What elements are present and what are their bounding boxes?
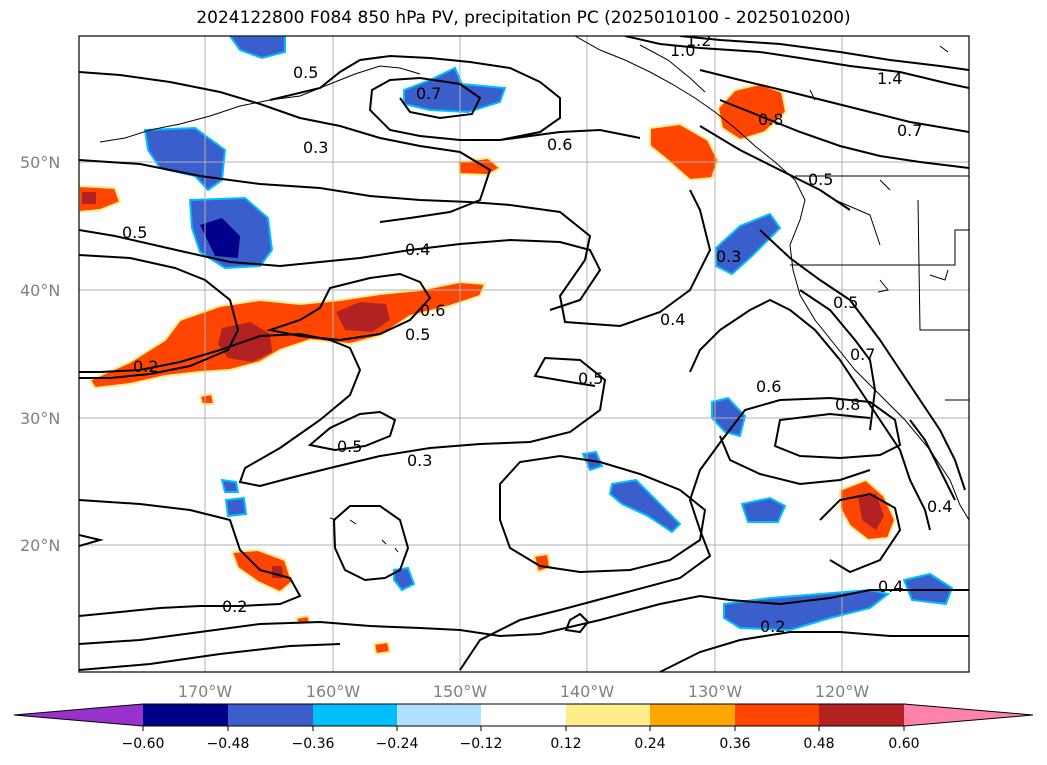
lat-tick-label: 40°N (20, 281, 60, 300)
colorbar-segment (228, 704, 313, 726)
colorbar-tick-label: −0.36 (292, 736, 335, 752)
map-frame (78, 35, 970, 673)
lat-tick-label: 20°N (20, 536, 60, 555)
colorbar-segment (397, 704, 481, 726)
map-title: 2024122800 F084 850 hPa PV, precipitatio… (196, 8, 851, 28)
contour-label: 0.6 (547, 135, 572, 154)
colorbar-tick-label: −0.24 (376, 736, 419, 752)
lon-tick-label: 170°W (178, 682, 233, 701)
colorbar-segment (819, 704, 904, 726)
contour-label: 0.4 (660, 310, 685, 329)
precip-blob (220, 478, 240, 493)
precip-blob (403, 66, 507, 114)
contour-label: 0.2 (222, 597, 247, 616)
colorbar-tick-label: −0.60 (122, 736, 165, 752)
contour-label: 0.5 (293, 63, 318, 82)
latitude-labels: 50°N 40°N 30°N 20°N (20, 153, 60, 555)
colorbar-segment (481, 704, 566, 726)
contour-labels: 0.5 0.7 0.3 0.6 1.0 1.2 1.4 0.7 0.8 0.5 … (122, 31, 952, 636)
colorbar-tick-label: −0.12 (460, 736, 503, 752)
precip-blob (740, 496, 787, 523)
colorbar-tick-label: 0.12 (550, 736, 581, 752)
colorbar-segment (735, 704, 819, 726)
colorbar-tick-label: 0.24 (634, 736, 665, 752)
contour-label: 0.7 (897, 121, 922, 140)
precip-blob (393, 566, 416, 592)
precip-blob (858, 494, 884, 530)
contour-label: 0.7 (850, 345, 875, 364)
graticule (79, 36, 969, 672)
contour-label: 0.5 (833, 293, 858, 312)
precip-blob (372, 640, 392, 656)
colorbar-segment (143, 704, 228, 726)
colorbar-over-arrow (904, 704, 1033, 726)
colorbar-segment (566, 704, 650, 726)
contour-label: 0.5 (578, 369, 603, 388)
contour-label: 0.6 (420, 301, 445, 320)
colorbar-tick-label: 0.60 (888, 736, 919, 752)
contour-label: 0.2 (760, 617, 785, 636)
contour-label: 0.5 (337, 437, 362, 456)
precip-negative-regions (143, 36, 954, 632)
contour-label: 0.8 (758, 110, 783, 129)
precip-blob (228, 36, 286, 60)
colorbar-under-arrow (14, 704, 143, 726)
colorbar-segment (650, 704, 735, 726)
contour-label: 0.3 (407, 451, 432, 470)
precip-blob (715, 212, 782, 276)
contour-label: 0.4 (405, 240, 430, 259)
contour-label: 1.2 (686, 31, 711, 50)
contour-label: 0.6 (756, 377, 781, 396)
contour-label: 0.5 (405, 325, 430, 344)
contour-label: 0.3 (303, 138, 328, 157)
contour-label: 1.4 (877, 69, 902, 88)
precip-blob (649, 122, 720, 182)
colorbar-tick-label: 0.36 (719, 736, 750, 752)
precip-blob (198, 392, 216, 405)
colorbar-tick-label: −0.48 (207, 736, 250, 752)
longitude-labels: 170°W 160°W 150°W 140°W 130°W 120°W (178, 682, 870, 701)
contour-label: 1.0 (670, 41, 695, 60)
lon-tick-label: 140°W (560, 682, 615, 701)
lat-tick-label: 30°N (20, 409, 60, 428)
lon-tick-label: 130°W (688, 682, 743, 701)
coastlines (99, 36, 969, 553)
precip-blob (608, 478, 682, 534)
precip-blob (336, 302, 390, 332)
contour-label: 0.4 (878, 577, 903, 596)
precip-blob (723, 588, 891, 632)
precip-blob (200, 218, 240, 258)
contour-label: 0.7 (416, 84, 441, 103)
precip-blob (82, 192, 96, 204)
contour-label: 0.3 (716, 247, 741, 266)
contour-label: 0.5 (808, 170, 833, 189)
lon-tick-label: 150°W (433, 682, 488, 701)
contour-label: 0.2 (133, 357, 158, 376)
lat-tick-label: 50°N (20, 153, 60, 172)
contour-label: 0.5 (122, 223, 147, 242)
contour-label: 0.4 (927, 497, 952, 516)
contour-label: 0.8 (835, 395, 860, 414)
lon-tick-label: 160°W (306, 682, 361, 701)
colorbar-segment (313, 704, 397, 726)
lon-tick-label: 120°W (815, 682, 870, 701)
precip-blob (224, 496, 248, 518)
colorbar: −0.60 −0.48 −0.36 −0.24 −0.12 0.12 0.24 … (13, 703, 1034, 752)
colorbar-tick-label: 0.48 (803, 736, 834, 752)
pv-contours (79, 36, 969, 672)
